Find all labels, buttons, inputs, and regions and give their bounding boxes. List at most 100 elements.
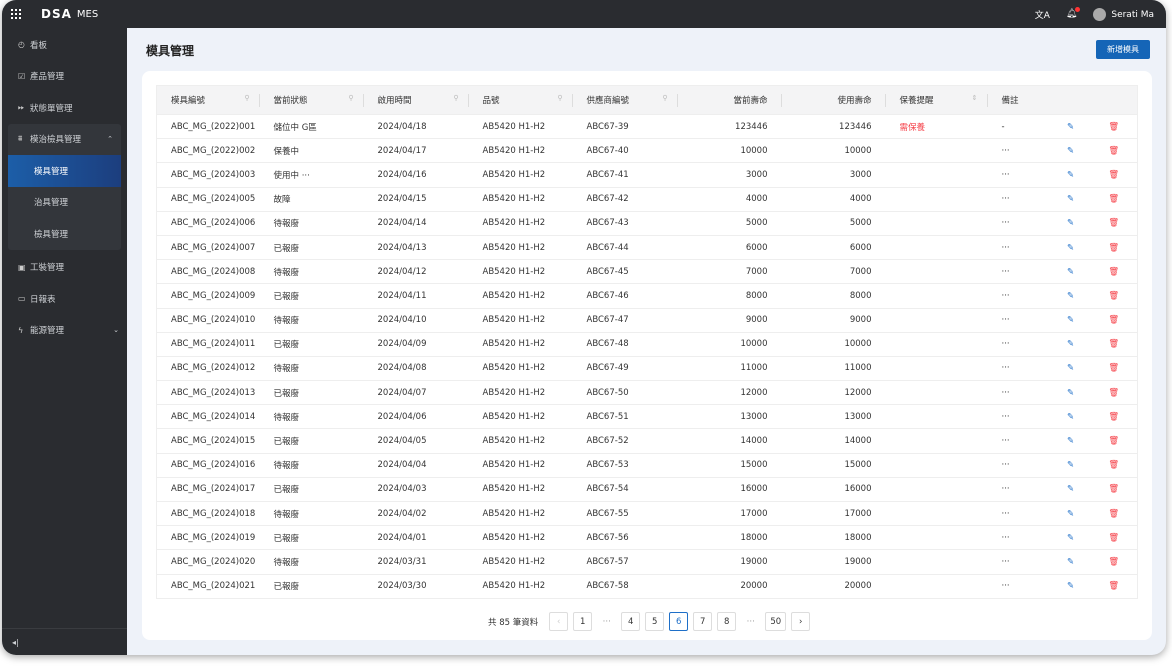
remarks[interactable]: ··· bbox=[987, 331, 1051, 357]
remarks[interactable]: ··· bbox=[987, 307, 1051, 333]
translate-icon[interactable]: 文A bbox=[1034, 10, 1050, 21]
remarks[interactable]: ··· bbox=[987, 380, 1051, 405]
edit-button[interactable]: ✎ bbox=[1050, 162, 1091, 188]
remarks[interactable]: ··· bbox=[987, 355, 1051, 381]
search-icon[interactable]: ⚲ bbox=[662, 94, 668, 102]
page-4-button[interactable]: 4 bbox=[621, 612, 641, 631]
table-row[interactable]: ABC_MG_(2022)001 儲位中 G區 2024/04/18 AB5420 H… bbox=[156, 113, 1138, 139]
remarks[interactable]: ··· bbox=[987, 428, 1051, 454]
edit-button[interactable]: ✎ bbox=[1050, 234, 1091, 260]
remarks[interactable]: ··· bbox=[987, 210, 1051, 236]
page-5-button[interactable]: 5 bbox=[645, 612, 665, 631]
sidebar-item-3[interactable]: ⩩ 模治檢具管理 ⌃ bbox=[8, 124, 121, 156]
edit-button[interactable]: ✎ bbox=[1050, 138, 1091, 163]
sidebar-subitem-2[interactable]: 檢具管理 bbox=[34, 229, 69, 240]
table-row[interactable]: ABC_MG_(2024)014 待報廢 2024/04/06 AB5420 H1-H… bbox=[156, 404, 1138, 429]
remarks[interactable]: ··· bbox=[987, 283, 1051, 308]
edit-button[interactable]: ✎ bbox=[1050, 283, 1091, 308]
table-row[interactable]: ABC_MG_(2024)007 已報廢 2024/04/13 AB5420 H1-H… bbox=[156, 234, 1138, 260]
table-row[interactable]: ABC_MG_(2024)013 已報廢 2024/04/07 AB5420 H1-H… bbox=[156, 380, 1138, 405]
table-row[interactable]: ABC_MG_(2024)003 使用中 ··· 2024/04/16 AB5420 … bbox=[156, 162, 1138, 188]
search-icon[interactable]: ⚲ bbox=[557, 94, 563, 102]
delete-button[interactable]: 🗑︎ bbox=[1090, 210, 1138, 236]
delete-button[interactable]: 🗑︎ bbox=[1090, 234, 1138, 260]
delete-button[interactable]: 🗑︎ bbox=[1090, 307, 1138, 333]
edit-button[interactable]: ✎ bbox=[1050, 186, 1091, 212]
delete-button[interactable]: 🗑︎ bbox=[1090, 549, 1138, 575]
collapse-sidebar-button[interactable]: ◂| bbox=[2, 628, 127, 655]
edit-button[interactable]: ✎ bbox=[1050, 259, 1091, 284]
user-menu[interactable]: Serati Ma bbox=[1093, 7, 1154, 21]
sidebar-item-0[interactable]: ◴ 看板 bbox=[2, 29, 127, 61]
delete-button[interactable]: 🗑︎ bbox=[1090, 500, 1138, 526]
pagination-ellipsis[interactable]: ··· bbox=[602, 616, 611, 627]
delete-button[interactable]: 🗑︎ bbox=[1090, 428, 1138, 454]
delete-button[interactable]: 🗑︎ bbox=[1090, 283, 1138, 308]
edit-button[interactable]: ✎ bbox=[1050, 210, 1091, 236]
edit-button[interactable]: ✎ bbox=[1050, 500, 1091, 526]
remarks[interactable]: ··· bbox=[987, 476, 1051, 502]
delete-button[interactable]: 🗑︎ bbox=[1090, 259, 1138, 284]
page-7-button[interactable]: 7 bbox=[693, 612, 713, 631]
edit-button[interactable]: ✎ bbox=[1050, 380, 1091, 405]
remarks[interactable]: ··· bbox=[987, 186, 1051, 212]
sidebar-item-1[interactable]: ☑ 產品管理 bbox=[2, 61, 127, 93]
remarks[interactable]: ··· bbox=[987, 500, 1051, 526]
delete-button[interactable]: 🗑︎ bbox=[1090, 404, 1138, 429]
pagination-ellipsis[interactable]: ··· bbox=[746, 616, 755, 627]
search-icon[interactable]: ⚲ bbox=[453, 94, 459, 102]
remarks[interactable]: ··· bbox=[987, 525, 1051, 550]
edit-button[interactable]: ✎ bbox=[1050, 307, 1091, 333]
remarks[interactable]: ··· bbox=[987, 162, 1051, 188]
edit-button[interactable]: ✎ bbox=[1050, 428, 1091, 454]
table-row[interactable]: ABC_MG_(2024)008 待報廢 2024/04/12 AB5420 H1-H… bbox=[156, 259, 1138, 284]
table-row[interactable]: ABC_MG_(2024)011 已報廢 2024/04/09 AB5420 H1-H… bbox=[156, 331, 1138, 357]
table-row[interactable]: ABC_MG_(2024)015 已報廢 2024/04/05 AB5420 H1-H… bbox=[156, 428, 1138, 454]
search-icon[interactable]: ⚲ bbox=[348, 94, 354, 102]
delete-button[interactable]: 🗑︎ bbox=[1090, 380, 1138, 405]
remarks[interactable]: ··· bbox=[987, 452, 1051, 478]
edit-button[interactable]: ✎ bbox=[1050, 404, 1091, 429]
delete-button[interactable]: 🗑︎ bbox=[1090, 138, 1138, 163]
remarks[interactable]: ··· bbox=[987, 404, 1051, 429]
edit-button[interactable]: ✎ bbox=[1050, 331, 1091, 357]
edit-button[interactable]: ✎ bbox=[1050, 452, 1091, 478]
table-row[interactable]: ABC_MG_(2022)002 保養中 2024/04/17 AB5420 H1-H… bbox=[156, 138, 1138, 163]
sidebar-subitem-1[interactable]: 治具管理 bbox=[34, 198, 69, 209]
page-6-button[interactable]: 6 bbox=[669, 612, 689, 631]
remarks[interactable]: ··· bbox=[987, 573, 1051, 599]
table-row[interactable]: ABC_MG_(2024)017 已報廢 2024/04/03 AB5420 H1-H… bbox=[156, 476, 1138, 502]
table-row[interactable]: ABC_MG_(2024)010 待報廢 2024/04/10 AB5420 H1-H… bbox=[156, 307, 1138, 333]
delete-button[interactable]: 🗑︎ bbox=[1090, 186, 1138, 212]
table-row[interactable]: ABC_MG_(2024)012 待報廢 2024/04/08 AB5420 H1-H… bbox=[156, 355, 1138, 381]
delete-button[interactable]: 🗑︎ bbox=[1090, 162, 1138, 188]
remarks[interactable]: ··· bbox=[987, 549, 1051, 575]
table-row[interactable]: ABC_MG_(2024)016 待報廢 2024/04/04 AB5420 H1-H… bbox=[156, 452, 1138, 478]
delete-button[interactable]: 🗑︎ bbox=[1090, 355, 1138, 381]
delete-button[interactable]: 🗑︎ bbox=[1090, 331, 1138, 357]
prev-page-button[interactable]: ‹ bbox=[549, 612, 569, 631]
add-mold-button[interactable]: 新增模具 bbox=[1096, 40, 1150, 59]
delete-button[interactable]: 🗑︎ bbox=[1090, 525, 1138, 550]
page-1-button[interactable]: 1 bbox=[573, 612, 593, 631]
delete-button[interactable]: 🗑︎ bbox=[1090, 452, 1138, 478]
edit-button[interactable]: ✎ bbox=[1050, 355, 1091, 381]
page-8-button[interactable]: 8 bbox=[717, 612, 737, 631]
table-row[interactable]: ABC_MG_(2024)005 故障 2024/04/15 AB5420 H1-H2… bbox=[156, 186, 1138, 212]
table-row[interactable]: ABC_MG_(2024)018 待報廢 2024/04/02 AB5420 H1-H… bbox=[156, 500, 1138, 526]
sidebar-subitem-0[interactable]: 模具管理 bbox=[8, 155, 121, 187]
table-row[interactable]: ABC_MG_(2024)021 已報廢 2024/03/30 AB5420 H1-H… bbox=[156, 573, 1138, 599]
delete-button[interactable]: 🗑︎ bbox=[1090, 476, 1138, 502]
table-row[interactable]: ABC_MG_(2024)020 待報廢 2024/03/31 AB5420 H1-H… bbox=[156, 549, 1138, 575]
edit-button[interactable]: ✎ bbox=[1050, 525, 1091, 550]
table-row[interactable]: ABC_MG_(2024)009 已報廢 2024/04/11 AB5420 H1-H… bbox=[156, 283, 1138, 308]
sidebar-item-6[interactable]: ϟ 能源管理 ⌄ bbox=[2, 315, 127, 347]
sidebar-item-2[interactable]: ⏩︎ 狀態單管理 bbox=[2, 92, 127, 124]
bell-icon[interactable]: 🔔︎ bbox=[1066, 7, 1081, 19]
delete-button[interactable]: 🗑︎ bbox=[1090, 113, 1138, 139]
apps-grid-icon[interactable] bbox=[11, 9, 21, 19]
sidebar-item-4[interactable]: ▣ 工裝管理 bbox=[2, 252, 127, 284]
sort-icon[interactable]: ⇕ bbox=[971, 94, 978, 102]
table-row[interactable]: ABC_MG_(2024)019 已報廢 2024/04/01 AB5420 H1-H… bbox=[156, 525, 1138, 550]
edit-button[interactable]: ✎ bbox=[1050, 549, 1091, 575]
